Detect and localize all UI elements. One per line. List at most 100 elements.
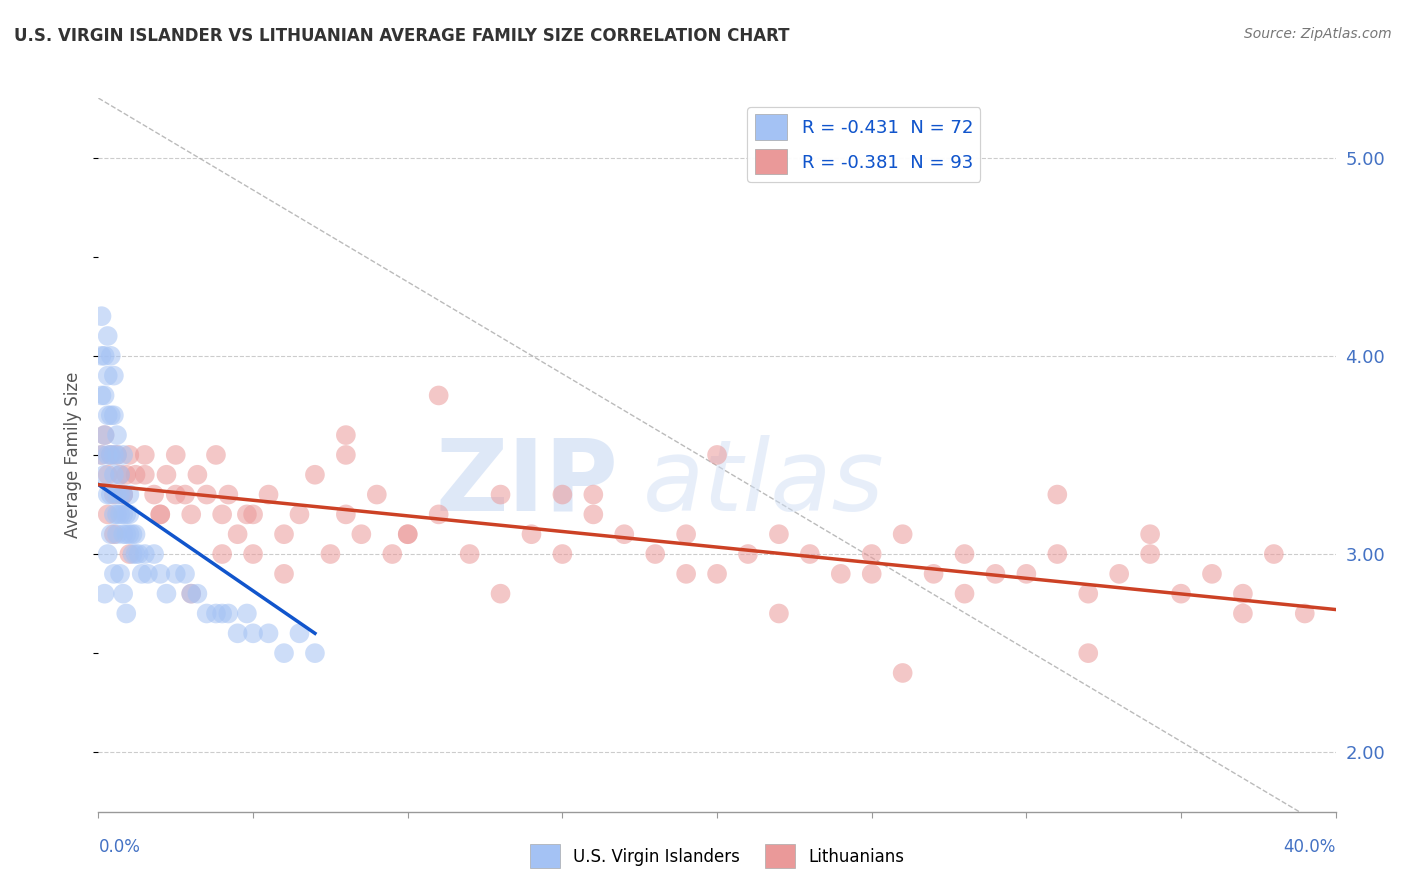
Point <box>174 487 197 501</box>
Point <box>186 587 208 601</box>
Point <box>105 448 128 462</box>
Point <box>195 607 218 621</box>
Point <box>97 329 120 343</box>
Point <box>1232 587 1254 601</box>
Point <box>551 487 574 501</box>
Point <box>1077 646 1099 660</box>
Text: U.S. VIRGIN ISLANDER VS LITHUANIAN AVERAGE FAMILY SIZE CORRELATION CHART: U.S. VIRGIN ISLANDER VS LITHUANIAN AVERA… <box>14 27 790 45</box>
Point <box>984 566 1007 581</box>
Point <box>211 607 233 621</box>
Point <box>103 527 125 541</box>
Point <box>97 409 120 423</box>
Point <box>100 349 122 363</box>
Point <box>830 566 852 581</box>
Point <box>134 467 156 482</box>
Point <box>288 626 311 640</box>
Point <box>582 508 605 522</box>
Point <box>118 547 141 561</box>
Point <box>180 587 202 601</box>
Point <box>458 547 481 561</box>
Point <box>236 607 259 621</box>
Point <box>112 587 135 601</box>
Point <box>195 487 218 501</box>
Point <box>165 448 187 462</box>
Legend: R = -0.431  N = 72, R = -0.381  N = 93: R = -0.431 N = 72, R = -0.381 N = 93 <box>748 107 980 182</box>
Point <box>1077 587 1099 601</box>
Point <box>105 487 128 501</box>
Point <box>103 508 125 522</box>
Point <box>205 607 228 621</box>
Point <box>93 388 115 402</box>
Point <box>799 547 821 561</box>
Point <box>100 527 122 541</box>
Text: 40.0%: 40.0% <box>1284 838 1336 856</box>
Point <box>273 566 295 581</box>
Point <box>124 467 146 482</box>
Point <box>1294 607 1316 621</box>
Point <box>860 566 883 581</box>
Point <box>103 467 125 482</box>
Text: 0.0%: 0.0% <box>98 838 141 856</box>
Point <box>155 587 177 601</box>
Point <box>1201 566 1223 581</box>
Point <box>288 508 311 522</box>
Point <box>922 566 945 581</box>
Point <box>90 448 112 462</box>
Point <box>520 527 543 541</box>
Point <box>953 547 976 561</box>
Point <box>121 527 143 541</box>
Point <box>105 527 128 541</box>
Point <box>90 349 112 363</box>
Point <box>134 547 156 561</box>
Point <box>118 448 141 462</box>
Point <box>149 508 172 522</box>
Point <box>103 448 125 462</box>
Point <box>304 646 326 660</box>
Point <box>211 547 233 561</box>
Point <box>105 508 128 522</box>
Point <box>108 467 131 482</box>
Point <box>180 508 202 522</box>
Point <box>97 368 120 383</box>
Point <box>257 487 280 501</box>
Point <box>112 487 135 501</box>
Point <box>335 508 357 522</box>
Point <box>217 607 239 621</box>
Point <box>165 566 187 581</box>
Point <box>242 626 264 640</box>
Point <box>124 547 146 561</box>
Text: atlas: atlas <box>643 435 884 532</box>
Point <box>93 428 115 442</box>
Point <box>211 508 233 522</box>
Point <box>891 665 914 680</box>
Point <box>174 566 197 581</box>
Point <box>226 626 249 640</box>
Point <box>427 508 450 522</box>
Point <box>186 467 208 482</box>
Point <box>396 527 419 541</box>
Point <box>97 487 120 501</box>
Point <box>155 467 177 482</box>
Point <box>396 527 419 541</box>
Point <box>93 467 115 482</box>
Point <box>165 487 187 501</box>
Point <box>103 368 125 383</box>
Point <box>737 547 759 561</box>
Point <box>100 409 122 423</box>
Point <box>366 487 388 501</box>
Point <box>489 587 512 601</box>
Point <box>217 487 239 501</box>
Point <box>304 467 326 482</box>
Point <box>675 566 697 581</box>
Point <box>706 566 728 581</box>
Point <box>90 388 112 402</box>
Point <box>93 349 115 363</box>
Point <box>644 547 666 561</box>
Point <box>149 566 172 581</box>
Point <box>124 527 146 541</box>
Point <box>97 448 120 462</box>
Point <box>100 448 122 462</box>
Point <box>1046 487 1069 501</box>
Point <box>115 607 138 621</box>
Point <box>100 448 122 462</box>
